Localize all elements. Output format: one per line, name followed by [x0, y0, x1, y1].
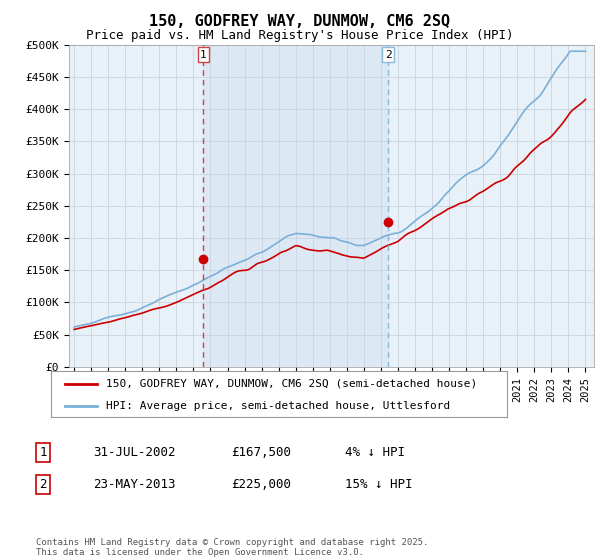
Text: 1: 1: [40, 446, 47, 459]
Text: Contains HM Land Registry data © Crown copyright and database right 2025.
This d: Contains HM Land Registry data © Crown c…: [36, 538, 428, 557]
Text: 1: 1: [200, 50, 206, 59]
Text: Price paid vs. HM Land Registry's House Price Index (HPI): Price paid vs. HM Land Registry's House …: [86, 29, 514, 42]
Text: 31-JUL-2002: 31-JUL-2002: [93, 446, 176, 459]
Text: HPI: Average price, semi-detached house, Uttlesford: HPI: Average price, semi-detached house,…: [106, 401, 450, 410]
Text: 150, GODFREY WAY, DUNMOW, CM6 2SQ (semi-detached house): 150, GODFREY WAY, DUNMOW, CM6 2SQ (semi-…: [106, 379, 477, 389]
Bar: [203, 45, 388, 367]
Text: 23-MAY-2013: 23-MAY-2013: [93, 478, 176, 491]
Text: 2: 2: [40, 478, 47, 491]
Text: 2: 2: [385, 50, 391, 59]
Text: 15% ↓ HPI: 15% ↓ HPI: [345, 478, 413, 491]
Text: 150, GODFREY WAY, DUNMOW, CM6 2SQ: 150, GODFREY WAY, DUNMOW, CM6 2SQ: [149, 14, 451, 29]
Text: £225,000: £225,000: [231, 478, 291, 491]
Text: £167,500: £167,500: [231, 446, 291, 459]
Text: 4% ↓ HPI: 4% ↓ HPI: [345, 446, 405, 459]
